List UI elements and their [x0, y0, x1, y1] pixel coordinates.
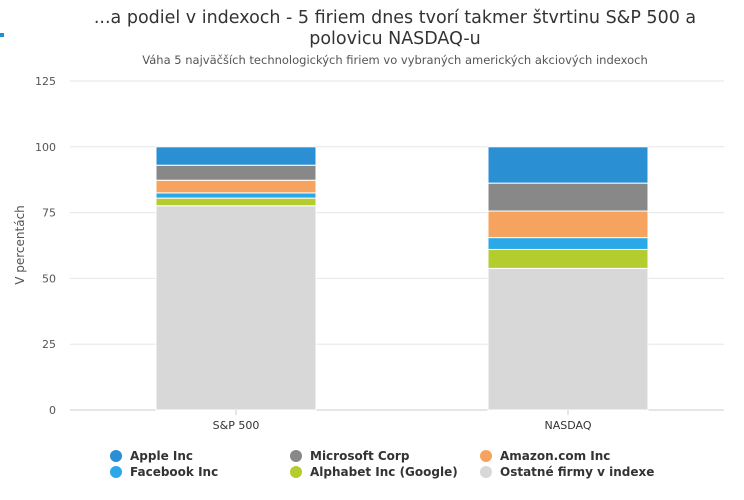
x-axis-ticks: S&P 500 NASDAQ: [213, 410, 592, 432]
legend-label: Amazon.com Inc: [500, 449, 611, 463]
x-tick-label: S&P 500: [213, 419, 260, 432]
legend-label: Alphabet Inc (Google): [310, 465, 458, 479]
y-tick-label: 25: [42, 338, 56, 351]
legend-item[interactable]: Apple Inc: [110, 449, 193, 463]
bar-segment: [487, 267, 649, 411]
bar-segment: [155, 197, 317, 207]
legend-swatch: [290, 450, 302, 462]
chart-plot-area: 0 25 50 75 100 125 S&P 500 NASDAQ V percentách: [13, 75, 724, 432]
x-tick-label: NASDAQ: [544, 419, 591, 432]
legend-swatch: [290, 466, 302, 478]
legend-item[interactable]: Facebook Inc: [110, 465, 218, 479]
bar-segment: [487, 237, 649, 250]
legend-item[interactable]: Microsoft Corp: [290, 449, 409, 463]
legend-label: Facebook Inc: [130, 465, 219, 479]
legend-label: Ostatné firmy v indexe: [500, 465, 655, 479]
legend-swatch: [110, 450, 122, 462]
bar-segment: [487, 182, 649, 212]
legend-item[interactable]: Alphabet Inc (Google): [290, 465, 458, 479]
bar-segment: [155, 164, 317, 181]
y-tick-label: 50: [42, 272, 56, 285]
bar-segment: [155, 179, 317, 194]
bar-segment: [487, 210, 649, 239]
bar-segment: [155, 192, 317, 199]
y-tick-label: 0: [49, 404, 56, 417]
bar-segment: [155, 146, 317, 166]
bar-segment: [155, 205, 317, 411]
bars: [155, 146, 649, 411]
legend-label: Microsoft Corp: [310, 449, 410, 463]
legend-swatch: [110, 466, 122, 478]
legend-swatch: [480, 466, 492, 478]
bar-segment: [487, 248, 649, 269]
legend-item[interactable]: Amazon.com Inc: [480, 449, 610, 463]
chart-subtitle: Váha 5 najväčších technologických firiem…: [142, 53, 648, 67]
legend-item[interactable]: Ostatné firmy v indexe: [480, 465, 654, 479]
y-tick-label: 75: [42, 207, 56, 220]
y-axis-label: V percentách: [13, 205, 27, 285]
y-tick-label: 125: [35, 75, 56, 88]
legend-swatch: [480, 450, 492, 462]
y-axis-ticks: 0 25 50 75 100 125: [35, 75, 56, 417]
chart-title: ...a podiel v indexoch - 5 firiem dnes t…: [93, 8, 697, 49]
legend: Apple Inc Microsoft Corp Amazon.com Inc Fac…: [110, 447, 710, 483]
bar-segment: [487, 146, 649, 184]
legend-label: Apple Inc: [130, 449, 194, 463]
y-tick-label: 100: [35, 141, 56, 154]
accent-mark: [0, 33, 4, 37]
